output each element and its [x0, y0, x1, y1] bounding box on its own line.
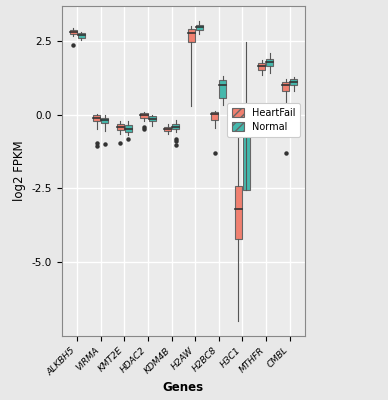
Bar: [164, 126, 171, 131]
Bar: [243, 115, 250, 190]
Bar: [149, 116, 156, 121]
Bar: [258, 63, 265, 70]
Legend: HeartFail, Normal: HeartFail, Normal: [227, 103, 300, 136]
Y-axis label: log2 FPKM: log2 FPKM: [13, 140, 26, 201]
Bar: [117, 124, 124, 130]
Bar: [101, 118, 108, 123]
Bar: [267, 59, 274, 66]
Bar: [290, 79, 297, 85]
Bar: [78, 33, 85, 38]
Bar: [219, 80, 226, 98]
Bar: [211, 112, 218, 120]
Bar: [125, 125, 132, 132]
Bar: [70, 30, 77, 34]
Bar: [140, 113, 147, 118]
Bar: [282, 82, 289, 91]
X-axis label: Genes: Genes: [163, 382, 204, 394]
Bar: [196, 25, 203, 30]
Bar: [188, 29, 195, 42]
Bar: [172, 124, 179, 130]
Bar: [235, 186, 242, 239]
Bar: [94, 115, 100, 121]
